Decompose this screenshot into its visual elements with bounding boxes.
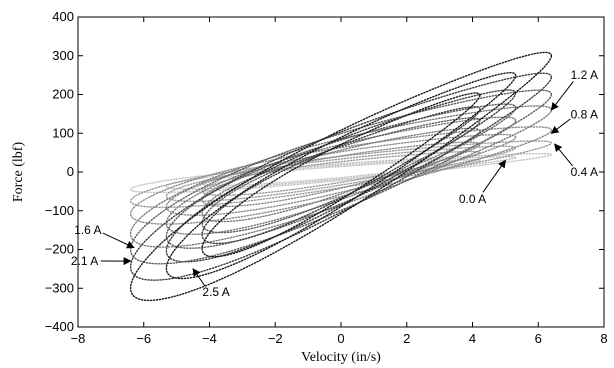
hysteresis-loop [129, 72, 553, 281]
x-tick-label: 2 [403, 331, 410, 346]
hysteresis-loop [201, 92, 481, 258]
annotation-arrow [550, 118, 571, 134]
y-tick-label: 0 [67, 164, 74, 179]
y-tick-label: −200 [45, 242, 74, 257]
hysteresis-loop [201, 106, 481, 245]
x-tick-label: 8 [600, 331, 607, 346]
y-tick-label: 100 [52, 125, 74, 140]
annotation-arrow [554, 143, 573, 167]
series-2-5-A [129, 51, 553, 302]
axis-ticks: −8 −6 −4 −2 0 2 4 6 8 −400 −300 −200 −100 0 100 200 300 4… [45, 9, 608, 346]
x-tick-label: 0 [337, 331, 344, 346]
annotation-arrow [482, 159, 506, 193]
hysteresis-loop [129, 126, 553, 225]
x-tick-label: −2 [268, 331, 283, 346]
hysteresis-loop [129, 89, 553, 265]
y-tick-label: −400 [45, 319, 74, 334]
hysteresis-loop [165, 116, 517, 235]
series-0-8-A [129, 126, 553, 225]
hysteresis-loop [165, 72, 517, 280]
x-tick-label: −4 [202, 331, 217, 346]
annotation-label: 0.8 A [571, 108, 598, 122]
annotation-label: 2.5 A [202, 285, 229, 299]
y-tick-label: 400 [52, 9, 74, 24]
y-tick-label: 300 [52, 48, 74, 63]
annotation-arrow [192, 268, 206, 287]
y-tick-label: −300 [45, 280, 74, 295]
annotation-label: 1.2 A [571, 68, 598, 82]
annotation-arrow [102, 232, 135, 249]
hysteresis-loop [201, 117, 481, 234]
x-tick-label: 6 [535, 331, 542, 346]
x-tick-label: 4 [469, 331, 476, 346]
annotation-label: 0.4 A [571, 165, 598, 179]
x-tick-label: −8 [71, 331, 86, 346]
x-axis-label: Velocity (in/s) [301, 350, 381, 365]
x-tick-label: −6 [136, 331, 151, 346]
hysteresis-loop [129, 51, 553, 302]
annotation-label: 0.0 A [459, 192, 486, 206]
annotations: 1.2 A 0.8 A 0.4 A 0.0 A 1.6 A 2.1 A 2.5 A [71, 68, 598, 299]
annotation-label: 1.6 A [74, 223, 101, 237]
y-tick-label: 200 [52, 87, 74, 102]
data-series-layer [129, 51, 553, 302]
hysteresis-loop [129, 105, 553, 248]
annotation-label: 2.1 A [71, 254, 98, 268]
y-tick-label: −100 [45, 203, 74, 218]
y-axis-label: Force (lbf) [11, 142, 26, 203]
hysteresis-loop [201, 141, 481, 208]
annotation-arrow [550, 81, 574, 111]
